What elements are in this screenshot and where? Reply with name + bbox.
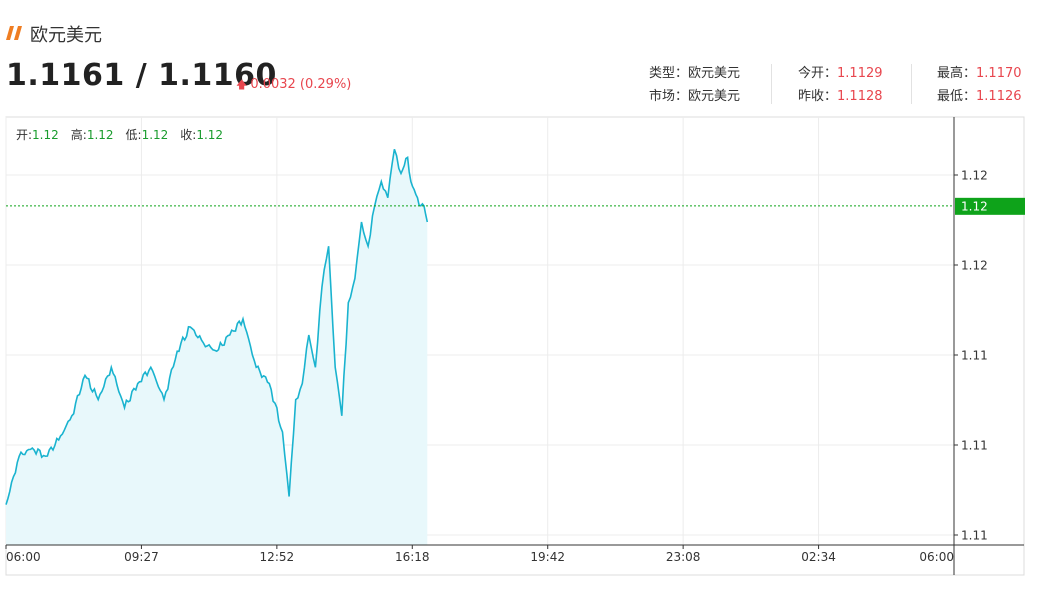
high-value: 1.1170 — [976, 66, 1022, 81]
market-value: 欧元美元 — [688, 89, 741, 104]
y-tick-label: 1.12 — [961, 259, 988, 273]
ohlc-high-label: 高: — [70, 128, 87, 142]
y-tick-label: 1.11 — [961, 349, 988, 363]
open-label: 今开： — [798, 66, 838, 81]
ohlc-readout: 开:1.12 高:1.12 低:1.12 收:1.12 — [16, 126, 235, 143]
ohlc-open-value: 1.12 — [32, 128, 59, 142]
double-slash-logo-icon — [6, 26, 22, 40]
y-axis-ticks: 1.12 1.12 1.11 1.11 1.11 — [954, 169, 988, 543]
low-value: 1.1126 — [976, 89, 1022, 104]
type-label: 类型： — [649, 66, 689, 81]
x-tick-label: 06:00 — [919, 550, 954, 564]
price-change-value: 0.0032 (0.29%) — [250, 77, 352, 92]
ohlc-high-value: 1.12 — [86, 128, 114, 142]
price-change: 🡅 0.0032 (0.29%) — [236, 76, 351, 95]
low-label: 最低： — [937, 89, 977, 104]
ohlc-close-value: 1.12 — [196, 128, 224, 142]
price-area — [6, 149, 428, 546]
x-tick-label: 06:00 — [6, 550, 41, 564]
info-column-open: 今开：1.1129 昨收：1.1128 — [798, 62, 883, 108]
y-tick-label: 1.11 — [961, 439, 988, 453]
quote-header: 欧元美元 1.1161 / 1.1160 🡅 0.0032 (0.29%) 类型：… — [0, 0, 1042, 116]
y-tick-label: 1.11 — [961, 529, 988, 543]
price-chart[interactable]: 1.12 1.12 1.11 1.11 1.11 06:00 09:27 12:52 16:1… — [0, 116, 1042, 592]
info-divider — [911, 64, 912, 104]
x-tick-label: 19:42 — [530, 550, 565, 564]
price-line — [5, 149, 429, 505]
up-arrow-icon: 🡅 — [236, 78, 248, 91]
info-column-high: 最高：1.1170 最低：1.1126 — [937, 62, 1022, 108]
current-price-label: 1.12 — [961, 199, 988, 213]
type-value: 欧元美元 — [688, 66, 741, 81]
prev-close-label: 昨收： — [798, 89, 838, 104]
bid-ask-price: 1.1161 / 1.1160 — [6, 58, 277, 93]
ohlc-close-label: 收: — [180, 128, 197, 142]
x-tick-label: 23:08 — [666, 550, 701, 564]
x-tick-label: 16:18 — [395, 550, 430, 564]
open-value: 1.1129 — [837, 66, 883, 81]
market-label: 市场： — [649, 89, 689, 104]
high-label: 最高： — [937, 66, 977, 81]
x-tick-label: 09:27 — [124, 550, 159, 564]
ohlc-low-value: 1.12 — [141, 128, 169, 142]
x-axis-ticks: 06:00 09:27 12:52 16:18 19:42 23:08 02:34 06:00 — [5, 545, 955, 564]
ohlc-low-label: 低: — [125, 128, 142, 142]
prev-close-value: 1.1128 — [837, 89, 883, 104]
y-tick-label: 1.12 — [961, 169, 988, 183]
current-price-badge — [955, 197, 1025, 215]
pair-title: 欧元美元 — [30, 25, 102, 46]
info-column-type: 类型：欧元美元 市场：欧元美元 — [649, 62, 740, 108]
x-tick-label: 12:52 — [260, 550, 295, 564]
ohlc-open-label: 开: — [16, 128, 33, 142]
info-divider — [771, 64, 772, 104]
x-tick-label: 02:34 — [801, 550, 836, 564]
